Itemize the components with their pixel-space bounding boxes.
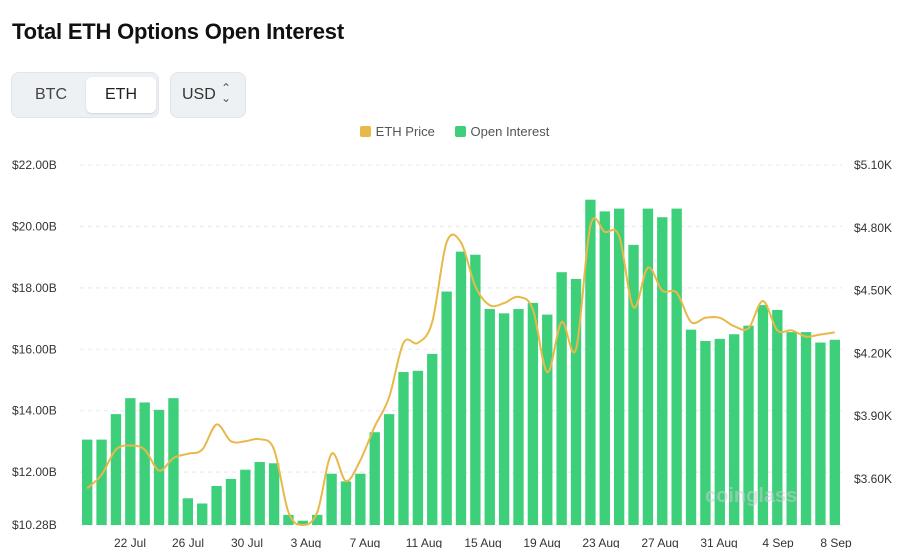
x-tick-label: 4 Sep bbox=[762, 536, 794, 548]
y-right-tick-label: $3.90K bbox=[854, 409, 892, 423]
oi-bar[interactable] bbox=[513, 309, 524, 525]
y-left-tick-label: $14.00B bbox=[12, 404, 57, 418]
page-title: Total ETH Options Open Interest bbox=[12, 19, 344, 44]
oi-bar[interactable] bbox=[815, 342, 826, 525]
y-left-tick-label: $16.00B bbox=[12, 342, 57, 356]
oi-bar[interactable] bbox=[628, 244, 639, 526]
legend-label-oi: Open Interest bbox=[470, 124, 550, 139]
oi-bar[interactable] bbox=[657, 217, 668, 525]
oi-bar[interactable] bbox=[197, 503, 208, 525]
oi-bar[interactable] bbox=[240, 469, 251, 525]
x-tick-label: 27 Aug bbox=[641, 536, 678, 548]
x-tick-label: 23 Aug bbox=[582, 536, 619, 548]
legend-label-price: ETH Price bbox=[375, 124, 435, 139]
btc-toggle-button[interactable]: BTC bbox=[35, 86, 67, 103]
legend-swatch-price bbox=[359, 126, 371, 137]
oi-bar[interactable] bbox=[527, 302, 539, 525]
oi-bar[interactable] bbox=[441, 291, 452, 525]
oi-bar[interactable] bbox=[671, 208, 682, 526]
eth-price-line[interactable] bbox=[86, 217, 835, 527]
oi-bar[interactable] bbox=[297, 520, 309, 525]
currency-select[interactable]: USD ⌃ ⌄ bbox=[170, 72, 246, 118]
y-left-tick-label: $18.00B bbox=[12, 281, 57, 295]
oi-bar[interactable] bbox=[139, 402, 150, 525]
legend-item-oi[interactable]: Open Interest bbox=[454, 124, 550, 139]
x-tick-label: 11 Aug bbox=[406, 536, 442, 548]
currency-select-value: USD bbox=[182, 86, 216, 103]
eth-toggle-button[interactable]: ETH bbox=[86, 77, 156, 113]
oi-bar[interactable] bbox=[398, 372, 409, 525]
oi-bar[interactable] bbox=[714, 338, 725, 525]
y-left-tick-label: $20.00B bbox=[12, 219, 57, 233]
oi-bar[interactable] bbox=[470, 254, 481, 526]
oi-bar[interactable] bbox=[125, 398, 136, 525]
oi-bar[interactable] bbox=[283, 514, 294, 525]
oi-bar[interactable] bbox=[355, 473, 366, 525]
x-tick-label: 7 Aug bbox=[350, 536, 381, 548]
x-tick-label: 15 Aug bbox=[464, 536, 501, 548]
oi-bar[interactable] bbox=[570, 278, 582, 525]
oi-bar[interactable] bbox=[786, 332, 797, 525]
oi-bar[interactable] bbox=[182, 498, 194, 525]
oi-bar[interactable] bbox=[383, 414, 395, 525]
oi-bar[interactable] bbox=[340, 481, 352, 525]
oi-bar[interactable] bbox=[829, 339, 840, 525]
oi-bar[interactable] bbox=[455, 251, 467, 525]
oi-bar[interactable] bbox=[211, 485, 222, 525]
x-tick-label: 3 Aug bbox=[291, 536, 322, 548]
oi-bar[interactable] bbox=[326, 473, 337, 525]
y-left-tick-label: $22.00B bbox=[12, 158, 57, 172]
oi-bar[interactable] bbox=[585, 199, 596, 525]
oi-bar[interactable] bbox=[268, 463, 280, 525]
x-tick-label: 8 Sep bbox=[820, 536, 852, 548]
x-tick-label: 19 Aug bbox=[523, 536, 560, 548]
oi-bar[interactable] bbox=[743, 325, 754, 525]
x-tick-label: 31 Aug bbox=[700, 536, 737, 548]
y-right-tick-label: $4.20K bbox=[854, 346, 892, 360]
oi-bar[interactable] bbox=[772, 309, 783, 525]
oi-bar[interactable] bbox=[685, 329, 697, 525]
oi-bar[interactable] bbox=[412, 370, 424, 525]
oi-bar[interactable] bbox=[110, 414, 122, 525]
oi-bar[interactable] bbox=[225, 478, 237, 525]
oi-bar[interactable] bbox=[800, 332, 812, 525]
asset-toggle: BTC ETH bbox=[11, 72, 159, 118]
x-tick-label: 26 Jul bbox=[172, 536, 204, 548]
oi-bar[interactable] bbox=[369, 432, 380, 525]
oi-bar[interactable] bbox=[613, 208, 625, 526]
oi-bar[interactable] bbox=[542, 314, 553, 525]
y-right-tick-label: $4.80K bbox=[854, 221, 892, 235]
oi-bar[interactable] bbox=[312, 514, 323, 525]
oi-bar[interactable] bbox=[153, 409, 165, 525]
oi-bar[interactable] bbox=[728, 334, 740, 525]
oi-bar[interactable] bbox=[168, 398, 179, 525]
y-right-tick-label: $5.10K bbox=[854, 158, 892, 172]
oi-bar[interactable] bbox=[700, 341, 711, 525]
y-left-tick-label: $12.00B bbox=[12, 465, 57, 479]
legend-item-price[interactable]: ETH Price bbox=[359, 124, 435, 139]
oi-bar[interactable] bbox=[498, 313, 510, 525]
oi-bar[interactable] bbox=[599, 211, 610, 525]
x-tick-label: 30 Jul bbox=[231, 536, 263, 548]
oi-bar[interactable] bbox=[427, 353, 438, 525]
oi-bar[interactable] bbox=[484, 309, 495, 525]
x-tick-label: 22 Jul bbox=[114, 536, 146, 548]
oi-bar[interactable] bbox=[96, 439, 107, 525]
y-left-tick-label: $10.28B bbox=[12, 518, 57, 532]
y-right-tick-label: $3.60K bbox=[854, 472, 892, 486]
oi-bar[interactable] bbox=[556, 272, 567, 525]
oi-bar[interactable] bbox=[757, 305, 769, 525]
oi-bar[interactable] bbox=[642, 208, 654, 526]
watermark-logo: coinglass bbox=[705, 485, 797, 507]
oi-bar[interactable] bbox=[254, 462, 265, 525]
y-right-tick-label: $4.50K bbox=[854, 284, 892, 298]
updown-chevron-icon: ⌃ ⌄ bbox=[221, 81, 232, 105]
chart-legend: ETH Price Open Interest bbox=[0, 124, 909, 139]
oi-bar[interactable] bbox=[82, 439, 93, 525]
legend-swatch-oi bbox=[454, 126, 466, 137]
